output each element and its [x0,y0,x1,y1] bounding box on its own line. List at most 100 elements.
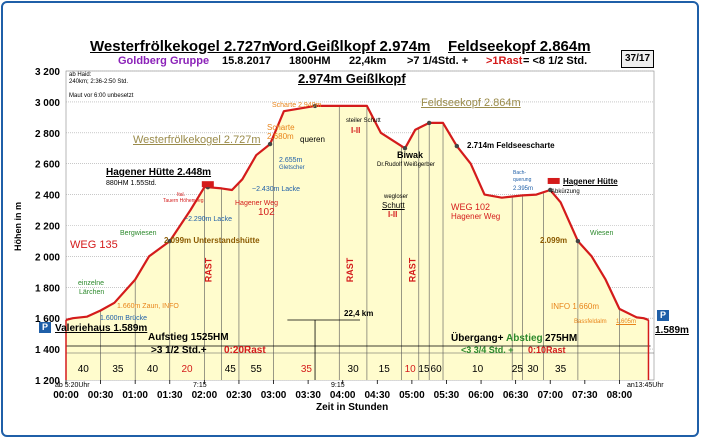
segment-minutes-label: 30 [527,364,539,375]
elevation-gain: 1800HM [289,55,331,67]
label-bachquerung-2: querung [513,177,532,183]
label-peak-main: 2.974m Geißlkopf [298,71,406,86]
x-axis-title: Zeit in Stunden [316,402,389,413]
label-ital: Ital. [177,192,186,198]
y-tick-label: 1 800 [35,283,60,294]
segment-minutes-label: 20 [181,364,193,375]
y-axis-title: Höhen in m [13,202,23,251]
segment-minutes-label: 15 [418,364,430,375]
label-grade-b: I-II [388,210,398,219]
segment-minutes-label: 55 [251,364,263,375]
waypoint-marker [267,141,273,147]
label-scharte-mid-alt: 2.680m [267,132,294,141]
x-tick-label: 06:00 [468,390,494,401]
label-peak-fsk: Feldseekopf 2.864m [421,97,521,109]
label-hagener-weg: Hagener Weg [235,200,279,207]
x-tick-label: 02:30 [226,390,252,401]
waypoint-marker [575,238,581,244]
title-peak-3: Feldseekopf 2.864m [448,38,591,55]
group-name: Goldberg Gruppe [118,55,210,67]
label-uebergang-a: Übergang+ [451,333,504,344]
label-start-time: ab 5:20Uhr [55,382,90,389]
date: 15.8.2017 [222,55,271,67]
label-valeriehaus: Valeriehaus 1.589m [55,323,148,334]
y-tick-label: 3 000 [35,98,60,109]
label-t715: 7:15 [193,382,207,389]
label-queren: queren [300,135,325,144]
label-schutt: Schutt [382,201,405,210]
y-tick-label: 3 200 [35,67,60,78]
segment-minutes-label: 25 [512,364,524,375]
label-steiler-schutt: steiler Schutt [346,118,381,124]
waypoint-marker [167,238,172,244]
label-hut-sub: 880HM 1.55Std. [106,180,157,187]
segment-minutes-label: 35 [555,364,567,375]
label-info-right: INFO 1.660m [551,302,600,311]
label-laerchen: Lärchen [79,289,105,296]
label-lacke1: ~2.430m Lacke [252,186,301,193]
hut-marker-right [547,177,560,184]
label-unterstand: 2.099m Unterstandshütte [164,236,260,245]
x-tick-label: 08:00 [607,390,633,401]
segment-minutes-label: 30 [348,364,360,375]
rast-label: RAST [407,257,417,282]
title-peak-2: Vord.Geißlkopf 2.974m [269,38,431,55]
x-tick-label: 03:30 [295,390,321,401]
label-biwak: Biwak [397,150,424,160]
label-zaun: 1.660m Zaun, INFO [117,303,179,310]
label-bruecke: 1.600m Brücke [100,315,148,322]
y-tick-label: 2 800 [35,129,60,140]
label-abkuerzung: Abkürzung [551,189,580,195]
waypoint-marker [402,146,408,151]
note-ab-haid: ab Haid: [69,72,92,78]
label-bassfeld-alt: 1.605m [616,319,637,325]
label-hut: Hagener Hütte 2.448m [106,167,212,178]
x-tick-label: 05:00 [399,390,425,401]
label-uebergang-rast: 0:10Rast [528,345,566,355]
time-rast: >1Rast [486,55,523,67]
x-tick-label: 00:30 [88,390,114,401]
distance: 22,4km [349,55,387,67]
segment-minutes-label: 15 [379,364,391,375]
title-peak-1: Westerfrölkekogel 2.727m [90,38,275,55]
label-lacke2: ~2.290m Lacke [184,216,233,223]
rast-label: RAST [345,257,355,282]
note-maut: Maut vor 6:00 unbesetzt [69,93,134,99]
page-number: 37/17 [621,50,655,68]
label-bassfeldalm: Bassfeldalm [574,319,607,325]
label-uebergang-b: Abstieg [506,333,543,344]
segment-minutes-label: 35 [112,364,124,375]
profile-fill [66,105,649,381]
waypoint-marker [454,143,460,149]
label-tauernhoehenweg: Tauern Höhenweg [163,198,204,204]
waypoint-marker [548,187,553,193]
y-tick-label: 2 600 [35,160,60,171]
label-gletscher: Gletscher [279,165,305,171]
label-weg-102-right: WEG 102 [451,202,491,212]
label-grade-a: I-II [351,126,361,135]
label-wegloser: wegloser [384,194,409,200]
profile-line [65,104,649,321]
y-tick-label: 2 400 [35,191,60,202]
x-tick-label: 03:00 [261,390,287,401]
x-tick-label: 04:30 [365,390,391,401]
label-end-time: an13:45Uhr [627,382,664,389]
label-einzelne: einzelne [78,280,105,287]
label-bach-alt: 2.395m [513,186,534,192]
segment-minutes-label: 45 [225,364,237,375]
y-tick-label: 1 600 [35,314,60,325]
label-aufstieg-rast: 0:20Rast [224,345,266,356]
y-tick-label: 1 400 [35,345,60,356]
waypoint-marker [312,103,318,109]
y-tick-label: 2 000 [35,252,60,263]
segment-minutes-label: 40 [78,364,90,375]
time-part2: = <8 1/2 Std. [523,55,588,67]
label-bachquerung: Bach- [513,170,527,176]
x-tick-label: 00:00 [53,390,79,401]
x-tick-label: 01:00 [122,390,148,401]
x-tick-label: 07:00 [537,390,563,401]
label-weg-135: WEG 135 [70,239,118,251]
label-uebergang-time: <3 3/4 Std. + [461,345,514,355]
segment-minutes-label: 10 [405,364,417,375]
